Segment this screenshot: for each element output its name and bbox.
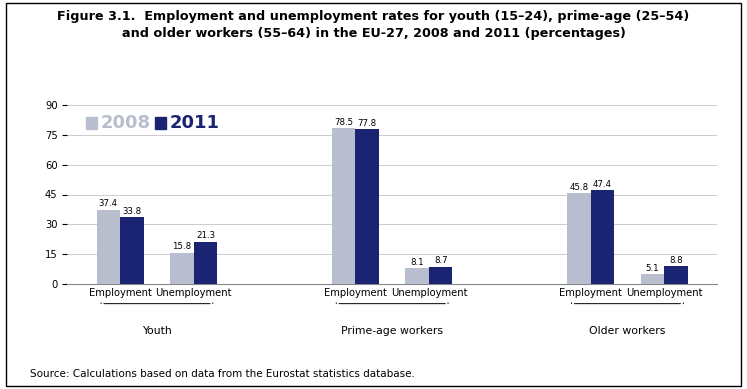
Text: 47.4: 47.4 (593, 180, 612, 189)
Bar (429, 267, 453, 284)
Text: 37.4: 37.4 (99, 200, 118, 209)
Legend: 2008, 2011: 2008, 2011 (81, 109, 226, 137)
Text: 8.1: 8.1 (410, 258, 424, 267)
Bar (356, 129, 379, 284)
Bar (170, 252, 193, 284)
Text: Prime-age workers: Prime-age workers (341, 326, 443, 336)
Bar (664, 266, 688, 284)
Text: Figure 3.1.  Employment and unemployment rates for youth (15–24), prime-age (25–: Figure 3.1. Employment and unemployment … (58, 10, 689, 23)
Text: 15.8: 15.8 (173, 242, 191, 251)
Text: Older workers: Older workers (589, 326, 666, 336)
Bar (96, 210, 120, 284)
Text: 21.3: 21.3 (196, 231, 215, 240)
Text: 45.8: 45.8 (569, 183, 589, 192)
Bar (567, 193, 591, 284)
Bar (406, 268, 429, 284)
Text: Youth: Youth (142, 326, 172, 336)
Bar (591, 190, 614, 284)
Bar (193, 242, 217, 284)
Text: 78.5: 78.5 (334, 118, 353, 127)
Text: and older workers (55–64) in the EU-27, 2008 and 2011 (percentages): and older workers (55–64) in the EU-27, … (122, 27, 625, 40)
Bar (641, 274, 664, 284)
Text: 77.8: 77.8 (358, 119, 376, 128)
Text: 33.8: 33.8 (123, 207, 141, 216)
Text: 5.1: 5.1 (645, 264, 660, 273)
Text: Source: Calculations based on data from the Eurostat statistics database.: Source: Calculations based on data from … (30, 369, 415, 379)
Bar (332, 128, 356, 284)
Text: 8.8: 8.8 (669, 256, 683, 265)
Bar (120, 217, 143, 284)
Text: 8.7: 8.7 (434, 256, 447, 265)
